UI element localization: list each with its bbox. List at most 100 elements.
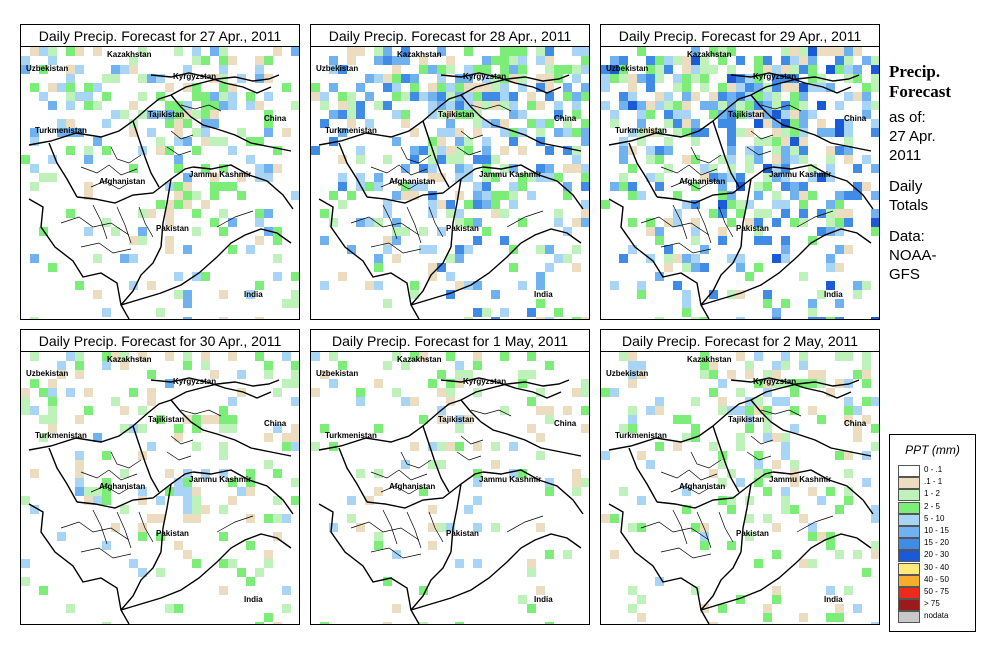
precip-cell xyxy=(383,155,392,164)
precip-cell xyxy=(781,352,790,361)
precip-cell xyxy=(210,182,219,191)
precip-cell xyxy=(862,281,871,290)
precip-cell xyxy=(255,218,264,227)
precip-cell xyxy=(464,101,473,110)
country-border xyxy=(410,228,582,306)
precip-cell xyxy=(655,577,664,586)
precip-cell xyxy=(311,146,320,155)
precip-cell xyxy=(754,83,763,92)
province-border xyxy=(660,242,712,254)
precip-cell xyxy=(563,146,572,155)
precip-cell xyxy=(536,406,545,415)
precip-cell xyxy=(790,191,799,200)
country-label: Pakistan xyxy=(156,529,189,538)
precip-cell xyxy=(138,568,147,577)
precip-cell xyxy=(655,101,664,110)
precip-cell xyxy=(799,361,808,370)
precip-cell xyxy=(709,65,718,74)
precip-cell xyxy=(718,47,727,56)
precip-cell xyxy=(183,299,192,308)
precip-cell xyxy=(871,227,879,236)
precip-cell xyxy=(772,254,781,263)
precip-cell xyxy=(356,523,365,532)
precip-cell xyxy=(500,406,509,415)
precip-cell xyxy=(311,92,320,101)
precip-cell xyxy=(862,415,871,424)
legend-item: 0 - .1 xyxy=(898,465,972,477)
precip-cell xyxy=(473,155,482,164)
precip-cell xyxy=(601,200,610,209)
precip-cell xyxy=(691,218,700,227)
precip-cell xyxy=(320,281,329,290)
precip-cell xyxy=(219,290,228,299)
precip-cell xyxy=(192,56,201,65)
precip-cell xyxy=(527,92,536,101)
precip-cell xyxy=(228,478,237,487)
legend-swatch xyxy=(898,574,920,587)
country-border xyxy=(460,399,582,457)
precip-cell xyxy=(374,487,383,496)
country-label: Pakistan xyxy=(736,224,769,233)
precip-cell xyxy=(826,146,835,155)
precip-cell xyxy=(219,56,228,65)
precip-cell xyxy=(201,361,210,370)
precip-cell xyxy=(446,379,455,388)
precip-cell xyxy=(66,47,75,56)
country-label: Afghanistan xyxy=(679,482,725,491)
precip-cell xyxy=(156,308,165,317)
precip-cell xyxy=(374,541,383,550)
precip-cell xyxy=(183,478,192,487)
precip-cell xyxy=(572,47,581,56)
precip-cell xyxy=(844,47,853,56)
precip-cell xyxy=(835,505,844,514)
precip-cell xyxy=(835,128,844,137)
precip-cell xyxy=(536,56,545,65)
precip-cell xyxy=(754,209,763,218)
precip-cell xyxy=(446,272,455,281)
precip-cell xyxy=(871,397,879,406)
precip-cell xyxy=(255,65,264,74)
precip-cell xyxy=(437,442,446,451)
totals-label: Totals xyxy=(889,197,929,214)
precip-cell xyxy=(799,209,808,218)
country-label: Turkmenistan xyxy=(615,126,667,135)
precip-cell xyxy=(581,56,589,65)
precip-cell xyxy=(446,290,455,299)
precip-cell xyxy=(84,182,93,191)
precip-cell xyxy=(482,65,491,74)
precip-cell xyxy=(736,92,745,101)
precip-cell xyxy=(637,74,646,83)
precip-cell xyxy=(192,227,201,236)
legend-item: 5 - 10 xyxy=(898,513,972,526)
country-label: Jammu Kashmir xyxy=(769,170,831,179)
precip-cell xyxy=(410,83,419,92)
precip-cell xyxy=(655,146,664,155)
precip-cell xyxy=(329,56,338,65)
precip-cell xyxy=(682,200,691,209)
precip-cell xyxy=(446,442,455,451)
country-border xyxy=(48,142,78,198)
precip-cell xyxy=(572,110,581,119)
precip-cell xyxy=(799,352,808,361)
legend-label: 40 - 50 xyxy=(924,574,949,584)
precip-cell xyxy=(799,613,808,622)
precip-cell xyxy=(138,92,147,101)
precip-cell xyxy=(781,56,790,65)
province-border xyxy=(750,435,774,445)
precip-cell xyxy=(772,397,781,406)
precip-cell xyxy=(754,218,763,227)
country-label: Uzbekistan xyxy=(316,64,358,73)
precip-cell xyxy=(619,74,628,83)
precip-cell xyxy=(700,173,709,182)
precip-cell xyxy=(745,74,754,83)
precip-cell xyxy=(628,361,637,370)
precip-cell xyxy=(291,191,299,200)
province-border xyxy=(660,469,718,481)
precip-cell xyxy=(183,110,192,119)
precip-cell xyxy=(147,370,156,379)
precip-cell xyxy=(754,92,763,101)
country-border xyxy=(170,94,292,152)
precip-cell xyxy=(111,74,120,83)
precip-cell xyxy=(527,173,536,182)
precip-cell xyxy=(518,595,527,604)
